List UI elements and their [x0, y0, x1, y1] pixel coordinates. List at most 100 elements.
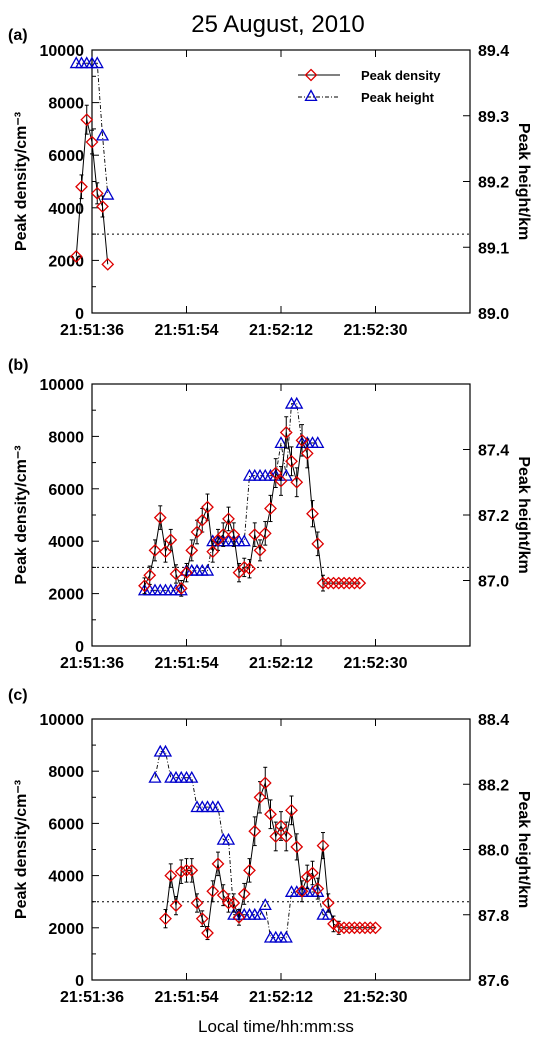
y-tick-label: 8000	[48, 96, 84, 113]
density-point	[190, 896, 204, 910]
density-point	[211, 857, 225, 871]
x-tick-label: 21:52:30	[343, 655, 407, 672]
height-point	[311, 436, 325, 449]
height-point	[185, 770, 199, 783]
height-point	[290, 396, 304, 409]
y-tick-label: 10000	[40, 43, 85, 60]
height-point	[258, 898, 272, 911]
x-tick-label: 21:51:36	[60, 989, 124, 1006]
height-point	[90, 56, 104, 69]
density-line	[144, 432, 360, 590]
density-point	[185, 543, 199, 557]
height-point	[200, 563, 215, 576]
y2-tick-label: 89.3	[478, 109, 509, 126]
panel-a: (a) 10000 8000 6000 4000 2000 0 89.4 89.3 89.2 89.…	[8, 27, 532, 339]
density-point	[264, 807, 277, 821]
height-point	[279, 930, 293, 943]
density-point	[258, 526, 272, 540]
density-point	[227, 528, 241, 542]
x-tick-label: 21:52:12	[249, 989, 313, 1006]
y-tick-label: 0	[75, 973, 84, 990]
density-point	[321, 576, 335, 590]
density-point	[274, 474, 288, 488]
density-point	[180, 566, 193, 580]
density-point	[164, 533, 178, 547]
y2-tick-label: 87.8	[478, 908, 509, 925]
y-tick-label: 0	[75, 306, 84, 323]
density-point	[75, 180, 88, 194]
density-point	[222, 896, 235, 910]
y2-tick-label: 89.2	[478, 175, 509, 192]
y2-axis-title: Peak height/km	[515, 791, 532, 908]
density-point	[138, 579, 151, 593]
y2-tick-label: 89.4	[478, 43, 509, 60]
height-point	[253, 907, 267, 920]
y2-axis-title: Peak height/km	[515, 456, 532, 573]
x-tick-label: 21:51:36	[60, 322, 124, 339]
density-point	[342, 921, 356, 935]
y2-tick-label: 87.2	[478, 508, 509, 525]
y2-tick-label: 88.0	[478, 843, 509, 860]
panel-c: (c) 10000 8000 6000 4000 2000 0 88.4 88.2 88.0 87.…	[8, 687, 532, 1006]
density-point	[279, 830, 293, 843]
density-point	[332, 576, 346, 590]
y-tick-label: 6000	[48, 482, 84, 499]
x-tick-label: 21:52:30	[343, 989, 407, 1006]
density-point	[69, 250, 83, 263]
density-point	[206, 884, 220, 898]
density-point	[269, 830, 283, 843]
y-tick-label: 8000	[48, 429, 84, 446]
density-point	[237, 887, 251, 901]
density-point	[327, 576, 340, 590]
density-point	[216, 888, 230, 902]
density-point	[148, 543, 162, 557]
density-point	[306, 507, 319, 521]
y-axis-title: Peak density/cm⁻³	[13, 112, 30, 251]
density-point	[174, 581, 188, 595]
density-point	[222, 512, 235, 526]
height-point	[211, 800, 225, 813]
y-tick-label: 4000	[48, 534, 84, 551]
density-point	[306, 866, 319, 880]
density-point	[227, 896, 241, 910]
density-point	[316, 839, 330, 853]
density-point	[264, 502, 277, 515]
density-point	[243, 562, 256, 576]
height-line	[76, 62, 109, 195]
legend-height-label: Peak height	[361, 90, 435, 105]
y2-tick-label: 87.4	[478, 443, 509, 460]
panel-label: (c)	[8, 687, 28, 704]
y-tick-label: 10000	[40, 712, 85, 729]
density-point	[201, 500, 214, 514]
density-point	[311, 882, 325, 896]
y2-tick-label: 89.0	[478, 306, 509, 323]
density-point	[337, 576, 351, 590]
density-point	[164, 869, 178, 883]
density-point	[253, 543, 267, 557]
y2-tick-label: 87.0	[478, 574, 509, 591]
height-point	[221, 832, 236, 845]
x-tick-label: 21:51:36	[60, 655, 124, 672]
density-point	[243, 863, 256, 877]
height-point	[237, 534, 251, 547]
y-axis-title: Peak density/cm⁻³	[13, 445, 30, 584]
height-point	[158, 744, 173, 757]
y2-axis-title: Peak height/km	[515, 123, 532, 240]
panel-b: (b) 10000 8000 6000 4000 2000 0 87.4 87.2 87.0 21:…	[8, 357, 532, 672]
density-point	[295, 433, 309, 447]
density-point	[358, 921, 372, 935]
x-tick-label: 21:51:54	[154, 322, 218, 339]
density-line	[165, 780, 376, 934]
y-tick-label: 2000	[48, 253, 84, 270]
density-point	[363, 921, 377, 935]
density-point	[321, 896, 335, 910]
density-point	[353, 921, 367, 935]
figure-title: 25 August, 2010	[191, 11, 364, 38]
panels: (a) 10000 8000 6000 4000 2000 0 89.4 89.3 89.2 89.…	[8, 27, 532, 1006]
density-point	[285, 454, 298, 468]
density-point	[290, 475, 304, 489]
density-point	[311, 537, 325, 551]
x-tick-label: 21:52:30	[343, 322, 407, 339]
y-tick-label: 4000	[48, 201, 84, 218]
